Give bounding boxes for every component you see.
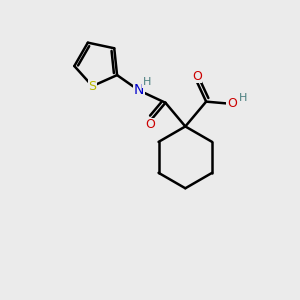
Text: O: O [192,70,202,83]
Text: S: S [88,80,96,93]
Text: O: O [145,118,155,131]
Text: O: O [227,97,237,110]
Text: H: H [239,93,248,103]
Text: N: N [134,83,144,97]
Text: H: H [142,77,151,87]
